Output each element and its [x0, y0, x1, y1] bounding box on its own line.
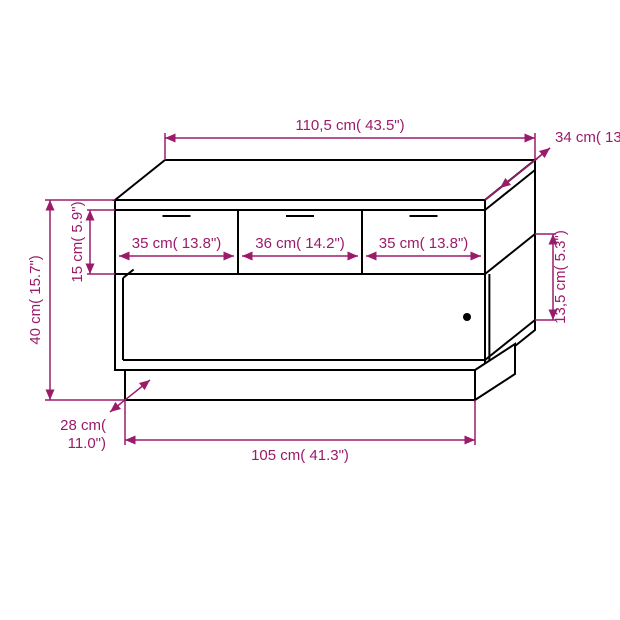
svg-text:36 cm( 14.2"): 36 cm( 14.2")	[255, 235, 345, 252]
dim-width: 110,5 cm( 43.5")	[165, 117, 535, 138]
svg-text:35 cm( 13.8"): 35 cm( 13.8")	[132, 235, 222, 252]
dim-height-label: 40 cm( 15.7")	[27, 255, 44, 345]
svg-text:34 cm( 13.4"): 34 cm( 13.4")	[555, 129, 620, 146]
dim-base-depth-label-2: 11.0")	[68, 435, 106, 452]
dim-shelf-h-label: 13,5 cm( 5.3")	[552, 230, 569, 324]
dim-base-width: 105 cm( 41.3")	[125, 440, 475, 464]
svg-text:35 cm( 13.8"): 35 cm( 13.8")	[379, 235, 469, 252]
dim-drawer-h-label: 15 cm( 5.9")	[69, 201, 86, 282]
furniture-body	[115, 160, 535, 400]
svg-text:105 cm( 41.3"): 105 cm( 41.3")	[251, 447, 349, 464]
dim-base-depth-label-1: 28 cm(	[60, 417, 106, 434]
furniture-diagram: 110,5 cm( 43.5") 34 cm( 13.4") 40 cm( 15.7…	[0, 0, 620, 620]
svg-text:110,5 cm( 43.5"): 110,5 cm( 43.5")	[295, 117, 404, 134]
